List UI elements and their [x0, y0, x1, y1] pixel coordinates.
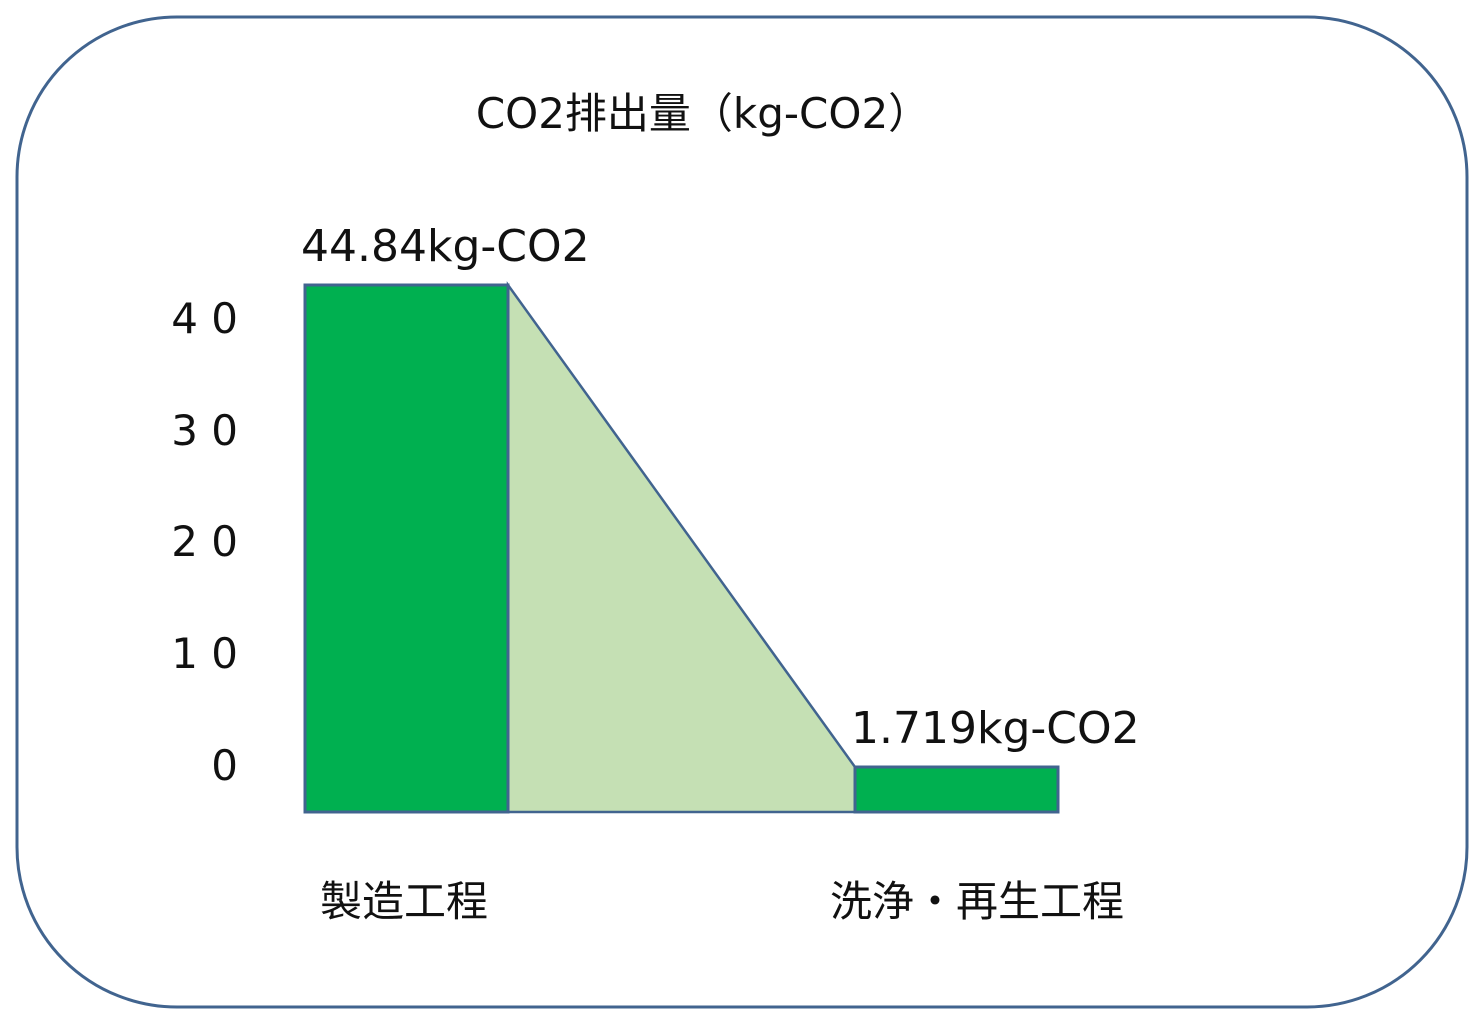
chart-frame — [15, 15, 1469, 1009]
bar-cleaning-regeneration — [853, 765, 1060, 814]
y-tick-label: 0 — [211, 741, 238, 790]
y-tick-label: 1 0 — [171, 629, 238, 678]
category-label-manufacturing: 製造工程 — [320, 877, 488, 926]
category-label-cleaning-regeneration: 洗浄・再生工程 — [830, 877, 1124, 926]
data-label-manufacturing: 44.84kg-CO2 — [301, 221, 590, 272]
y-tick-label: 4 0 — [171, 294, 238, 343]
data-label-cleaning-regeneration: 1.719kg-CO2 — [851, 703, 1140, 754]
y-tick-label: 3 0 — [171, 406, 238, 455]
bar-manufacturing — [303, 283, 510, 814]
y-tick-label: 2 0 — [171, 517, 238, 566]
chart-title: CO2排出量（kg-CO2） — [476, 89, 930, 138]
